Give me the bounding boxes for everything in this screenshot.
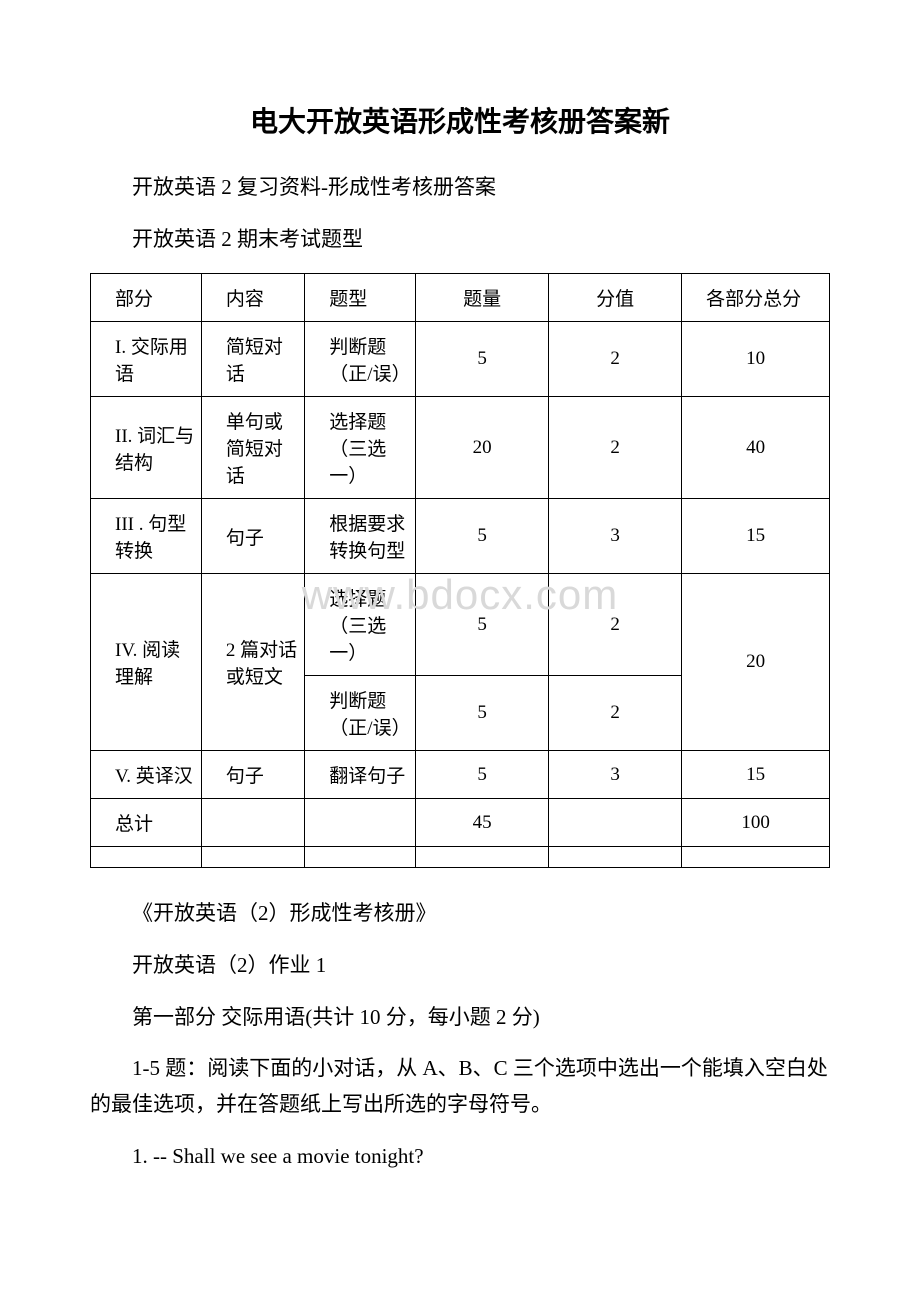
cell: 3 (549, 751, 682, 799)
cell: 判断题（正/误） (305, 322, 416, 397)
th-content: 内容 (201, 274, 304, 322)
paragraph-6: 1-5 题：阅读下面的小对话，从 A、B、C 三个选项中选出一个能填入空白处的最… (90, 1051, 830, 1122)
cell: 单句或简短对话 (201, 397, 304, 499)
cell: II. 词汇与结构 (91, 397, 202, 499)
cell (416, 847, 549, 868)
cell: III . 句型转换 (91, 499, 202, 574)
cell: 总计 (91, 799, 202, 847)
cell: 3 (549, 499, 682, 574)
cell: 简短对话 (201, 322, 304, 397)
cell: 2 篇对话或短文 (201, 574, 304, 751)
cell: IV. 阅读理解 (91, 574, 202, 751)
cell: V. 英译汉 (91, 751, 202, 799)
cell: 选择题（三选一） (305, 397, 416, 499)
cell: 5 (416, 751, 549, 799)
table-row: III . 句型转换 句子 根据要求转换句型 5 3 15 (91, 499, 830, 574)
exam-structure-table: 部分 内容 题型 题量 分值 各部分总分 I. 交际用语 简短对话 判断题（正/… (90, 273, 830, 868)
cell: 5 (416, 322, 549, 397)
cell: I. 交际用语 (91, 322, 202, 397)
cell: 100 (682, 799, 830, 847)
cell: 5 (416, 676, 549, 751)
cell: 句子 (201, 751, 304, 799)
cell (201, 799, 304, 847)
paragraph-2: 开放英语 2 期末考试题型 (90, 222, 830, 258)
cell: 2 (549, 397, 682, 499)
paragraph-1: 开放英语 2 复习资料-形成性考核册答案 (90, 170, 830, 206)
cell: 10 (682, 322, 830, 397)
table-row: I. 交际用语 简短对话 判断题（正/误） 5 2 10 (91, 322, 830, 397)
cell (682, 847, 830, 868)
cell: 翻译句子 (305, 751, 416, 799)
cell (201, 847, 304, 868)
cell: 20 (682, 574, 830, 751)
cell (305, 847, 416, 868)
cell: 根据要求转换句型 (305, 499, 416, 574)
cell: 2 (549, 322, 682, 397)
cell (549, 799, 682, 847)
table-row: IV. 阅读理解 2 篇对话或短文 选择题（三选一） 5 2 20 (91, 574, 830, 676)
th-type: 题型 (305, 274, 416, 322)
table-header-row: 部分 内容 题型 题量 分值 各部分总分 (91, 274, 830, 322)
th-count: 题量 (416, 274, 549, 322)
cell: 15 (682, 499, 830, 574)
cell: 2 (549, 574, 682, 676)
table-row: V. 英译汉 句子 翻译句子 5 3 15 (91, 751, 830, 799)
paragraph-7: 1. -- Shall we see a movie tonight? (90, 1139, 830, 1175)
cell: 15 (682, 751, 830, 799)
cell: 45 (416, 799, 549, 847)
th-total: 各部分总分 (682, 274, 830, 322)
th-points: 分值 (549, 274, 682, 322)
cell (549, 847, 682, 868)
th-section: 部分 (91, 274, 202, 322)
cell: 选择题（三选一） (305, 574, 416, 676)
cell: 40 (682, 397, 830, 499)
document-title: 电大开放英语形成性考核册答案新 (90, 100, 830, 140)
table-row-empty (91, 847, 830, 868)
cell (91, 847, 202, 868)
table-row: II. 词汇与结构 单句或简短对话 选择题（三选一） 20 2 40 (91, 397, 830, 499)
paragraph-3: 《开放英语（2）形成性考核册》 (90, 896, 830, 932)
cell: 5 (416, 574, 549, 676)
cell: 句子 (201, 499, 304, 574)
cell (305, 799, 416, 847)
table-row: 总计 45 100 (91, 799, 830, 847)
paragraph-5: 第一部分 交际用语(共计 10 分，每小题 2 分) (90, 1000, 830, 1036)
cell: 2 (549, 676, 682, 751)
cell: 5 (416, 499, 549, 574)
cell: 20 (416, 397, 549, 499)
paragraph-4: 开放英语（2）作业 1 (90, 948, 830, 984)
cell: 判断题（正/误） (305, 676, 416, 751)
